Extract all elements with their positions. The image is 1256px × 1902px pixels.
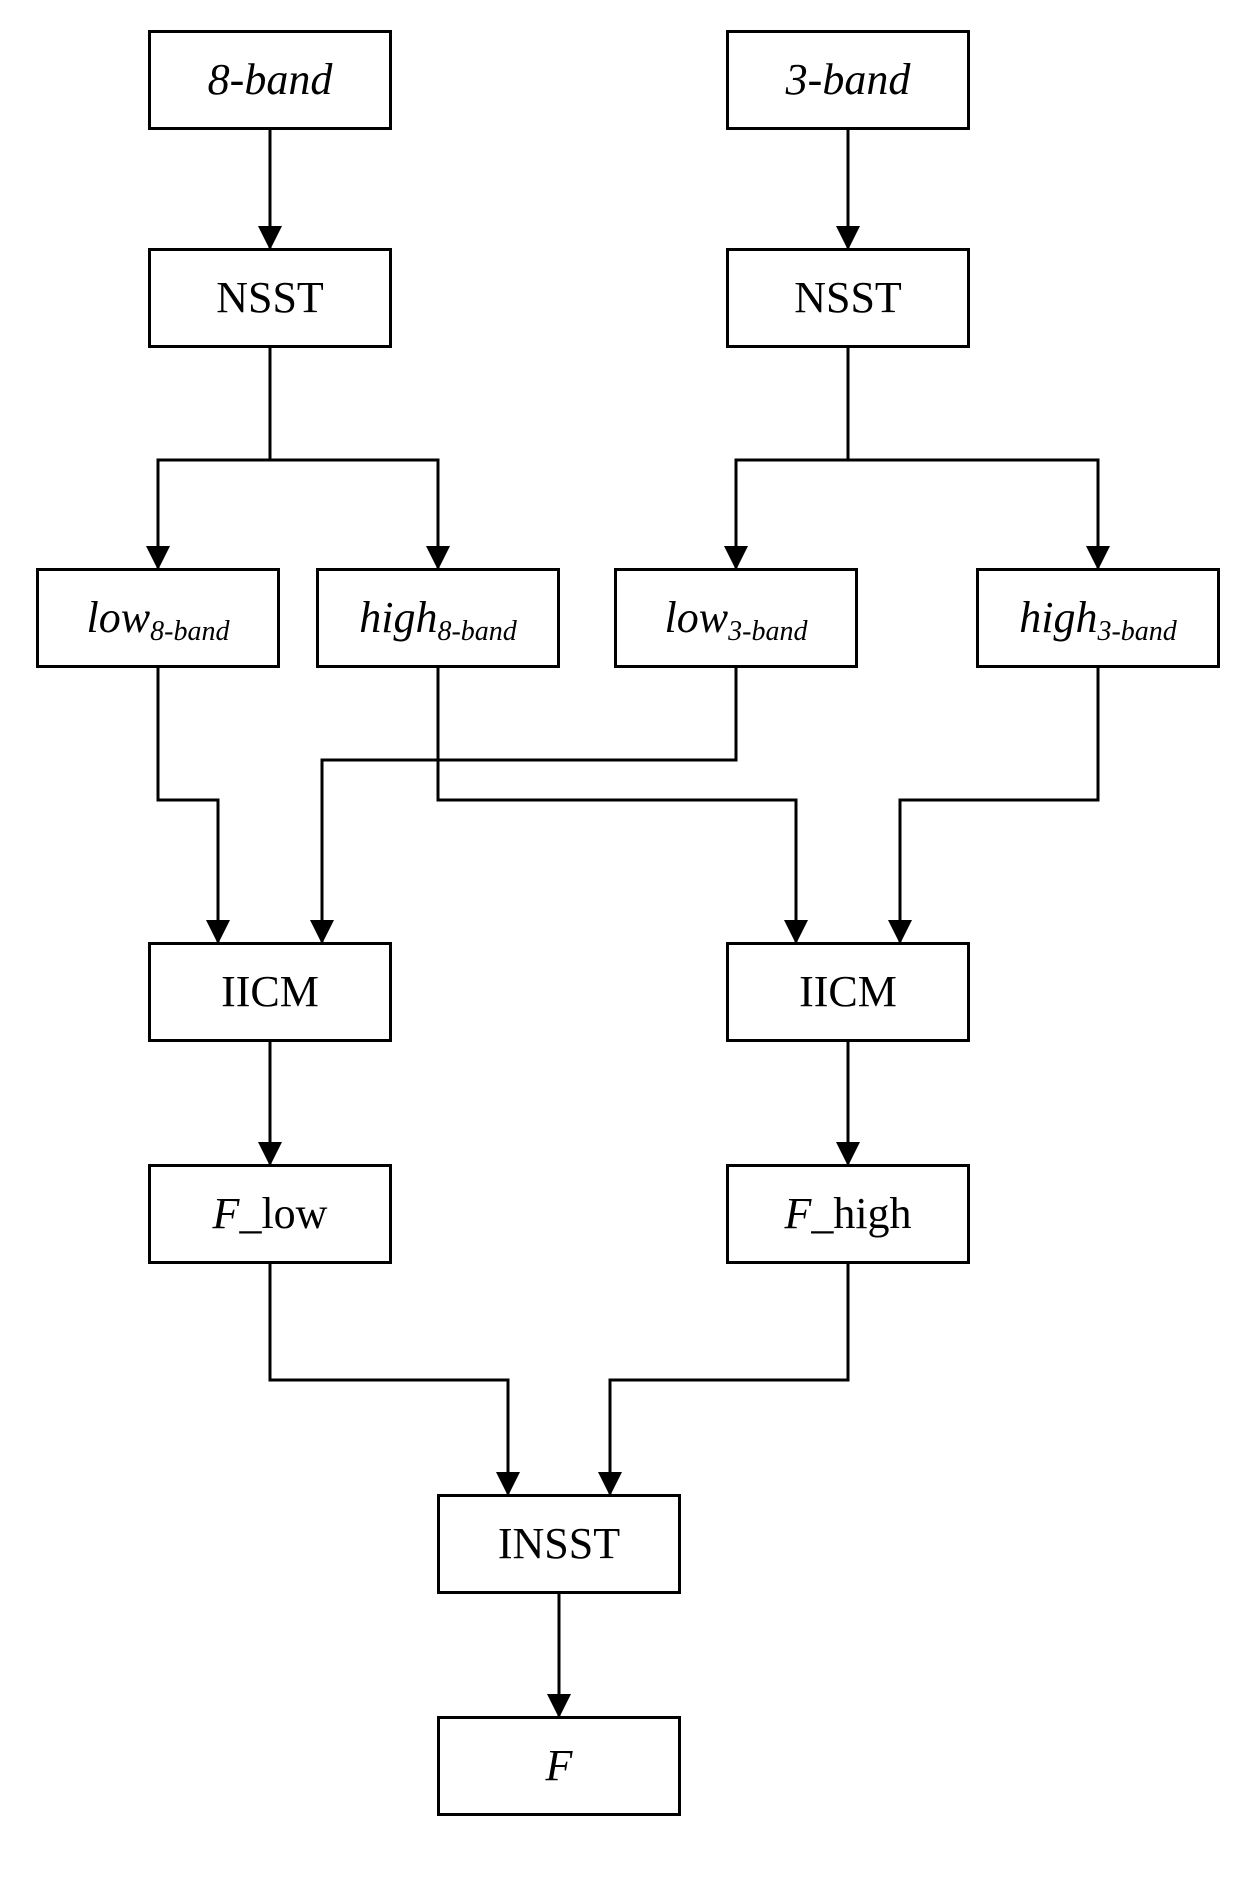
node-label-high3: high3-band — [1019, 596, 1177, 640]
node-label-insst: INSST — [498, 1522, 620, 1566]
node-label-nsst3: NSST — [794, 276, 902, 320]
edge-nsst8-to-low8 — [158, 348, 270, 568]
node-low3: low3-band — [614, 568, 858, 668]
edge-high3-to-iicmR — [900, 668, 1098, 942]
node-insst: INSST — [437, 1494, 681, 1594]
node-high8: high8-band — [316, 568, 560, 668]
node-iicmR: IICM — [726, 942, 970, 1042]
node-F: F — [437, 1716, 681, 1816]
edge-low8-to-iicmL — [158, 668, 218, 942]
node-label-flow: F_low — [213, 1192, 328, 1236]
node-label-low3: low3-band — [665, 596, 808, 640]
edge-low3-to-iicmL — [322, 668, 736, 942]
node-label-low8: low8-band — [87, 596, 230, 640]
node-flow: F_low — [148, 1164, 392, 1264]
node-label-high8: high8-band — [359, 596, 517, 640]
node-label-nsst8: NSST — [216, 276, 324, 320]
edge-nsst3-to-high3 — [848, 460, 1098, 568]
edge-nsst8-to-high8 — [270, 460, 438, 568]
node-label-in8: 8-band — [208, 58, 333, 102]
edge-high8-to-iicmR — [438, 668, 796, 942]
node-high3: high3-band — [976, 568, 1220, 668]
node-low8: low8-band — [36, 568, 280, 668]
node-nsst3: NSST — [726, 248, 970, 348]
node-nsst8: NSST — [148, 248, 392, 348]
flowchart-canvas: 8-band 3-band NSST NSST low8-band high8-band l… — [0, 0, 1256, 1902]
edge-flow-to-insst — [270, 1264, 508, 1494]
edge-nsst3-to-low3 — [736, 348, 848, 568]
node-label-iicmL: IICM — [221, 970, 319, 1014]
node-label-F: F — [546, 1744, 573, 1788]
node-label-fhigh: F_high — [784, 1192, 911, 1236]
node-label-iicmR: IICM — [799, 970, 897, 1014]
node-in8: 8-band — [148, 30, 392, 130]
node-iicmL: IICM — [148, 942, 392, 1042]
node-in3: 3-band — [726, 30, 970, 130]
node-label-in3: 3-band — [786, 58, 911, 102]
node-fhigh: F_high — [726, 1164, 970, 1264]
edge-fhigh-to-insst — [610, 1264, 848, 1494]
